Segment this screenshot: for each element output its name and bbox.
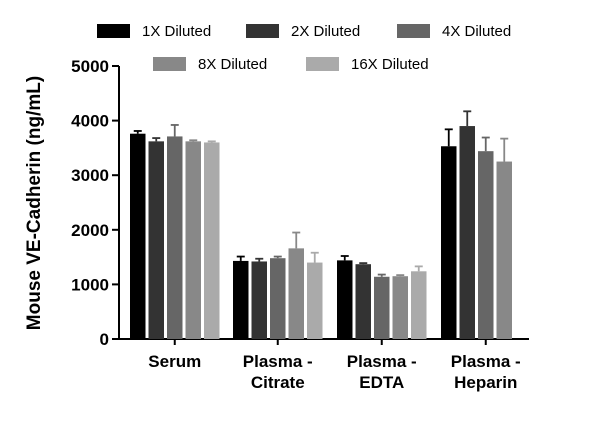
x-tick-label: Plasma -Heparin: [451, 352, 521, 392]
y-tick-label: 1000: [71, 275, 109, 294]
y-tick-label: 2000: [71, 221, 109, 240]
legend-label: 4X Diluted: [442, 23, 511, 40]
legend-label: 16X Diluted: [351, 56, 429, 73]
x-tick-label: Plasma -EDTA: [347, 352, 417, 392]
y-axis-label: Mouse VE-Cadherin (ng/mL): [24, 76, 45, 330]
bar: [204, 142, 220, 339]
legend-label: 2X Diluted: [291, 23, 360, 40]
legend-label: 1X Diluted: [142, 23, 211, 40]
legend-swatch: [97, 24, 130, 38]
legend-label: 8X Diluted: [198, 56, 267, 73]
legend-item: 2X Diluted: [246, 23, 360, 40]
legend: 1X Diluted 2X Diluted 4X Diluted 8X Diluted…: [97, 23, 511, 73]
bar: [148, 141, 164, 339]
bar: [496, 161, 512, 339]
legend-swatch: [397, 24, 430, 38]
bar: [251, 261, 267, 339]
legend-item: 8X Diluted: [153, 56, 267, 73]
bar: [355, 264, 371, 339]
bar: [233, 260, 249, 339]
legend-swatch: [306, 57, 339, 71]
legend-item: 16X Diluted: [306, 56, 429, 73]
bar: [411, 271, 427, 339]
bar: [392, 276, 408, 339]
legend-item: 1X Diluted: [97, 23, 211, 40]
bar: [337, 260, 353, 339]
bar: [307, 262, 323, 339]
legend-item: 4X Diluted: [397, 23, 511, 40]
bar: [167, 136, 183, 339]
y-tick-label: 0: [100, 330, 109, 349]
legend-swatch: [153, 57, 186, 71]
bar: [130, 133, 146, 339]
bars: [130, 110, 512, 339]
y-axis: 0 1000 2000 3000 4000 5000: [71, 57, 120, 349]
x-axis: Serum Plasma -Citrate Plasma -EDTA Plasma -…: [118, 338, 529, 392]
bar: [459, 126, 475, 339]
bar: [270, 258, 286, 339]
y-tick-label: 4000: [71, 112, 109, 131]
legend-swatch: [246, 24, 279, 38]
bar: [185, 141, 201, 339]
y-tick-label: 3000: [71, 166, 109, 185]
x-tick-label: Serum: [148, 352, 201, 371]
x-tick-label: Plasma -Citrate: [243, 352, 313, 392]
bar: [478, 151, 494, 339]
y-tick-label: 5000: [71, 57, 109, 76]
bar: [374, 276, 390, 339]
bar: [288, 248, 304, 339]
bar: [441, 146, 457, 339]
